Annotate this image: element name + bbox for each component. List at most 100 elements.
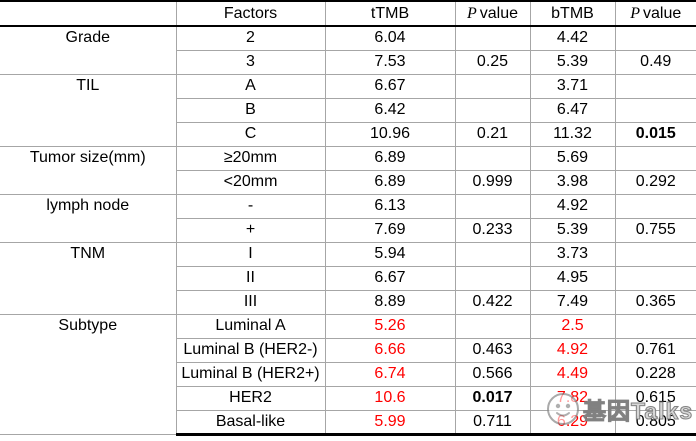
p-italic: P — [630, 4, 641, 22]
cell-ttmb: 10.96 — [324, 122, 456, 147]
cell-btmb: 3.98 — [529, 170, 616, 195]
cell-factor: + — [175, 218, 326, 243]
cell-btmb: 4.42 — [529, 26, 616, 51]
table-row: Grade 2 6.04 4.42 — [0, 26, 696, 75]
cell-pvalue-btmb — [614, 314, 696, 339]
p-word: value — [643, 4, 682, 22]
table-row: Subtype Luminal A 5.26 2.5 — [0, 314, 696, 435]
cell-pvalue-btmb-significant: 0.015 — [614, 122, 696, 147]
cell-ttmb: 6.67 — [324, 74, 456, 99]
cell-btmb: 4.95 — [529, 266, 616, 291]
group-label-subtype: Subtype — [0, 314, 177, 435]
cell-btmb: 3.73 — [529, 242, 616, 267]
cell-pvalue-ttmb — [454, 194, 531, 219]
cell-btmb: 7.82 — [529, 386, 616, 411]
cell-btmb: 2.5 — [529, 314, 616, 339]
table-row: Luminal B (HER2-) 6.66 0.463 4.92 0.761 — [0, 338, 696, 363]
cell-ttmb: 6.42 — [324, 98, 456, 123]
cell-btmb: 4.92 — [529, 194, 616, 219]
cell-ttmb: 5.94 — [324, 242, 456, 267]
cell-factor: Luminal B (HER2-) — [175, 338, 326, 363]
cell-ttmb: 6.89 — [324, 146, 456, 171]
table-row: Luminal B (HER2+) 6.74 0.566 4.49 0.228 — [0, 362, 696, 387]
cell-btmb: 5.39 — [529, 218, 616, 243]
table-row: B 6.42 6.47 — [0, 98, 696, 123]
cell-btmb: 5.39 — [529, 50, 616, 75]
cell-factor: II — [175, 266, 326, 291]
cell-ttmb: 6.74 — [324, 362, 456, 387]
cell-pvalue-btmb — [614, 98, 696, 123]
cell-pvalue-ttmb: 0.999 — [454, 170, 531, 195]
cell-factor: HER2 — [175, 386, 326, 411]
cell-factor: - — [175, 194, 326, 219]
cell-pvalue-ttmb: 0.566 — [454, 362, 531, 387]
cell-factor: III — [175, 290, 326, 315]
cell-pvalue-ttmb — [454, 146, 531, 171]
cell-btmb: 5.69 — [529, 146, 616, 171]
cell-pvalue-ttmb: 0.21 — [454, 122, 531, 147]
table-row: + 7.69 0.233 5.39 0.755 — [0, 218, 696, 243]
cell-ttmb: 7.53 — [324, 50, 456, 75]
group-label-lymph-node: lymph node — [0, 194, 177, 243]
cell-btmb: 4.92 — [529, 338, 616, 363]
cell-pvalue-ttmb: 0.711 — [454, 410, 531, 436]
table-row: II 6.67 4.95 — [0, 266, 696, 291]
cell-factor: Luminal A — [175, 314, 326, 339]
cell-factor: A — [175, 74, 326, 99]
cell-pvalue-ttmb: 0.25 — [454, 50, 531, 75]
table-row: III 8.89 0.422 7.49 0.365 — [0, 290, 696, 315]
cell-pvalue-btmb: 0.805 — [614, 410, 696, 436]
cell-pvalue-btmb — [614, 74, 696, 99]
header-ttmb: tTMB — [324, 0, 456, 27]
cell-pvalue-btmb: 0.49 — [614, 50, 696, 75]
cell-ttmb: 6.66 — [324, 338, 456, 363]
cell-pvalue-btmb: 0.292 — [614, 170, 696, 195]
cell-factor: ≥20mm — [175, 146, 326, 171]
table-row: C 10.96 0.21 11.32 0.015 — [0, 122, 696, 147]
cell-ttmb: 6.89 — [324, 170, 456, 195]
cell-btmb: 4.49 — [529, 362, 616, 387]
header-factors: Factors — [175, 0, 326, 27]
table-row: TNM I 5.94 3.73 — [0, 242, 696, 315]
cell-factor: C — [175, 122, 326, 147]
table-row: Tumor size(mm) ≥20mm 6.89 5.69 — [0, 146, 696, 195]
cell-factor: Luminal B (HER2+) — [175, 362, 326, 387]
p-word: value — [479, 4, 519, 22]
cell-pvalue-ttmb — [454, 98, 531, 123]
cell-factor: B — [175, 98, 326, 123]
group-label-tumor-size: Tumor size(mm) — [0, 146, 177, 195]
group-label-tnm: TNM — [0, 242, 177, 315]
cell-ttmb: 6.04 — [324, 26, 456, 51]
cell-ttmb: 7.69 — [324, 218, 456, 243]
table-row: lymph node - 6.13 4.92 — [0, 194, 696, 243]
cell-btmb: 7.49 — [529, 290, 616, 315]
p-italic: P — [466, 4, 477, 22]
cell-pvalue-btmb — [614, 146, 696, 171]
cell-pvalue-btmb — [614, 266, 696, 291]
cell-pvalue-ttmb — [454, 74, 531, 99]
cell-btmb: 11.32 — [529, 122, 616, 147]
cell-factor: <20mm — [175, 170, 326, 195]
cell-ttmb: 6.67 — [324, 266, 456, 291]
cell-btmb: 6.47 — [529, 98, 616, 123]
cell-ttmb: 5.99 — [324, 410, 456, 436]
group-label-grade: Grade — [0, 26, 177, 75]
cell-pvalue-btmb — [614, 242, 696, 267]
cell-pvalue-btmb — [614, 26, 696, 51]
cell-pvalue-ttmb: 0.422 — [454, 290, 531, 315]
cell-pvalue-ttmb: 0.463 — [454, 338, 531, 363]
cell-pvalue-btmb: 0.755 — [614, 218, 696, 243]
cell-btmb: 3.71 — [529, 74, 616, 99]
cell-pvalue-btmb: 0.761 — [614, 338, 696, 363]
cell-ttmb: 6.13 — [324, 194, 456, 219]
cell-ttmb: 10.6 — [324, 386, 456, 411]
cell-pvalue-ttmb — [454, 266, 531, 291]
cell-pvalue-ttmb — [454, 26, 531, 51]
cell-factor: Basal-like — [175, 410, 326, 436]
cell-pvalue-btmb — [614, 194, 696, 219]
cell-factor: 3 — [175, 50, 326, 75]
cell-pvalue-btmb: 0.228 — [614, 362, 696, 387]
